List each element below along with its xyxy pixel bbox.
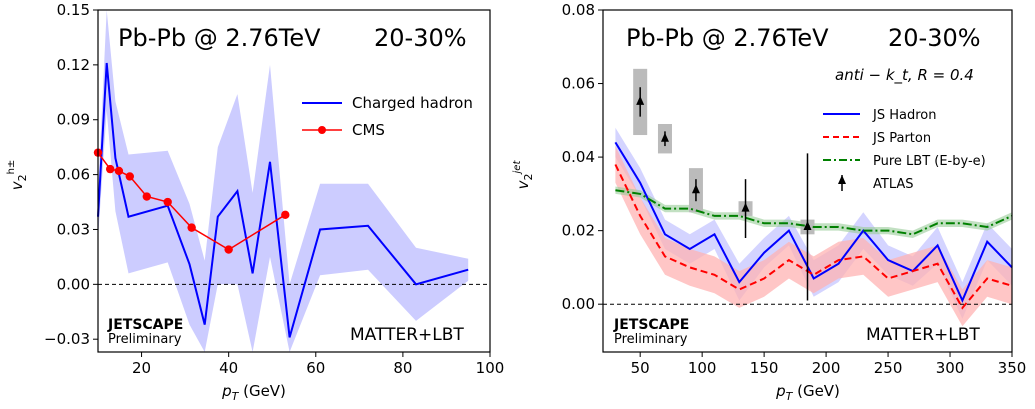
centrality-label: 20-30% <box>888 24 981 52</box>
atlas-point <box>691 184 700 194</box>
cms-point <box>125 172 134 181</box>
y-tick-label: 0.03 <box>57 220 90 238</box>
cms-point <box>163 197 172 207</box>
y-tick-label: 0.08 <box>562 1 595 19</box>
y-tick-label: −0.03 <box>44 330 90 348</box>
x-tick-label: 150 <box>750 359 779 377</box>
legend-label-cms: CMS <box>352 121 385 139</box>
x-tick-label: 200 <box>812 359 841 377</box>
x-tick-label: 50 <box>631 359 650 377</box>
brand-sublabel: Preliminary <box>614 332 688 347</box>
model-label: MATTER+LBT <box>866 325 980 345</box>
x-axis-label: pT (GeV) <box>775 382 840 403</box>
plot-title: Pb-Pb @ 2.76TeV <box>626 24 829 52</box>
plot-title: Pb-Pb @ 2.76TeV <box>118 24 321 52</box>
legend-label-charged-hadron: Charged hadron <box>352 94 473 112</box>
legend: JS Hadron JS Parton Pure LBT (E-by-e) AT… <box>823 108 986 192</box>
x-axis-label: pT (GeV) <box>221 382 286 403</box>
plot-lines <box>93 62 469 338</box>
brand-sublabel: Preliminary <box>108 332 182 347</box>
atlas-points <box>636 87 812 301</box>
atlas-point <box>636 95 645 105</box>
y-tick-label: 0.15 <box>57 1 90 19</box>
plot-frame <box>97 9 491 353</box>
legend-marker-atlas <box>838 175 846 184</box>
y-tick-label: 0.06 <box>562 75 595 93</box>
legend: Charged hadron CMS <box>302 94 473 139</box>
y-tick-label: 0.00 <box>562 295 595 313</box>
brand-label: JETSCAPE <box>107 317 183 333</box>
panel-jet: 50 100 150 200 250 300 350 0.00 0.02 0.04 0.06 0.08… <box>512 1 1026 403</box>
cms-point <box>281 210 290 220</box>
centrality-label: 20-30% <box>374 24 467 52</box>
y-tick-label: 0.09 <box>57 111 90 129</box>
legend-label-js-hadron: JS Hadron <box>872 108 936 123</box>
legend-marker-cms <box>318 126 326 134</box>
legend-label-atlas: ATLAS <box>873 177 914 192</box>
atlas-point <box>803 220 812 230</box>
x-tick-label: 100 <box>688 359 717 377</box>
x-tick-label: 300 <box>936 359 965 377</box>
y-axis-label: v2h± <box>6 160 29 191</box>
jet-algorithm-label: anti − k_t, R = 0.4 <box>835 66 974 85</box>
x-tick-label: 20 <box>132 359 151 377</box>
charged-hadron-band <box>98 10 469 352</box>
y-tick-label: 0.00 <box>57 275 90 293</box>
x-tick-label: 100 <box>476 359 505 377</box>
y-tick-label: 0.02 <box>562 222 595 240</box>
y-axis-label: v2jet <box>512 160 535 190</box>
x-tick-label: 60 <box>306 359 325 377</box>
cms-point <box>114 166 124 176</box>
axis-ticks: 20 40 60 80 100 −0.03 0.00 0.03 0.06 0.09 0.12 0.15 <box>44 1 504 377</box>
x-tick-label: 250 <box>874 359 903 377</box>
brand-label: JETSCAPE <box>613 317 689 333</box>
y-tick-label: 0.12 <box>57 56 90 74</box>
cms-point <box>224 245 233 254</box>
y-tick-label: 0.04 <box>562 148 595 166</box>
plot-frame <box>602 9 1013 353</box>
js-parton-band <box>615 146 1012 327</box>
js-hadron-line <box>614 141 1013 304</box>
cms-point <box>142 192 151 201</box>
pure-lbt-e-by-e--line <box>615 189 1013 236</box>
x-tick-label: 80 <box>393 359 412 377</box>
axis-ticks: 50 100 150 200 250 300 350 0.00 0.02 0.04 0.06 0.08 <box>562 1 1027 377</box>
panel-charged-hadron: 20 40 60 80 100 −0.03 0.00 0.03 0.06 0.09 0.12 0.15… <box>6 1 504 403</box>
plot-lines <box>614 141 1013 310</box>
x-tick-label: 350 <box>998 359 1027 377</box>
y-tick-label: 0.06 <box>57 166 90 184</box>
model-label: MATTER+LBT <box>350 325 464 345</box>
js-parton-line <box>614 164 1013 310</box>
atlas-point <box>660 132 669 142</box>
cms-point <box>187 223 196 232</box>
atlas-point <box>741 202 750 212</box>
charged-hadron-line <box>97 62 469 338</box>
x-tick-label: 40 <box>219 359 238 377</box>
charged-hadron-band-area <box>98 10 469 352</box>
cms-point <box>105 164 115 174</box>
legend-label-js-parton: JS Parton <box>872 131 931 146</box>
legend-label-pure-lbt: Pure LBT (E-by-e) <box>873 154 986 169</box>
